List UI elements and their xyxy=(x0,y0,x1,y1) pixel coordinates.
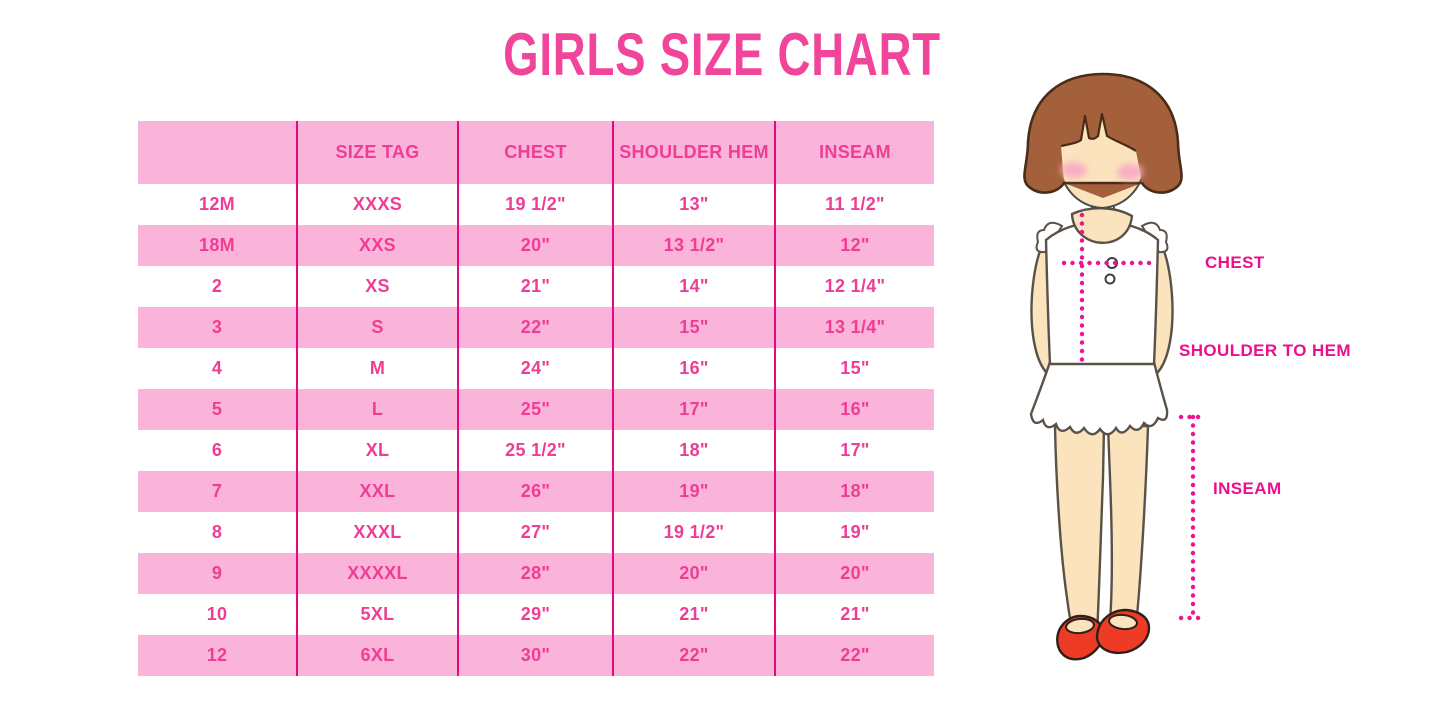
table-row: 8 XXXL 27" 19 1/2" 19" xyxy=(138,512,934,553)
table-cell: 6XL xyxy=(296,635,458,676)
table-cell: 22" xyxy=(612,635,775,676)
table-row: 5 L 25" 17" 16" xyxy=(138,389,934,430)
table-cell: 17" xyxy=(612,389,775,430)
table-cell: 4 xyxy=(138,348,297,389)
column-header xyxy=(138,121,297,184)
table-cell: 6 xyxy=(138,430,297,471)
table-cell: 15" xyxy=(774,348,934,389)
table-cell: 19" xyxy=(774,512,934,553)
legs xyxy=(1053,424,1150,636)
table-cell: 10 xyxy=(138,594,297,635)
table-row: 9 XXXXL 28" 20" 20" xyxy=(138,553,934,594)
table-cell: 14" xyxy=(612,266,775,307)
table-cell: XXS xyxy=(296,225,458,266)
table-cell: 20" xyxy=(774,553,934,594)
table-cell: 16" xyxy=(774,389,934,430)
table-row: 4 M 24" 16" 15" xyxy=(138,348,934,389)
table-cell: 7 xyxy=(138,471,297,512)
table-cell: 13" xyxy=(612,184,775,225)
table-cell: 2 xyxy=(138,266,297,307)
table-cell: XXXS xyxy=(296,184,458,225)
table-row: 10 5XL 29" 21" 21" xyxy=(138,594,934,635)
table-cell: 25" xyxy=(457,389,613,430)
table-row: 6 XL 25 1/2" 18" 17" xyxy=(138,430,934,471)
table-cell: L xyxy=(296,389,458,430)
table-cell: M xyxy=(296,348,458,389)
header-row: SIZE TAG CHEST SHOULDER HEM INSEAM xyxy=(138,121,934,184)
table-row: 18M XXS 20" 13 1/2" 12" xyxy=(138,225,934,266)
table-cell: XXL xyxy=(296,471,458,512)
table-cell: 28" xyxy=(457,553,613,594)
page-title: GIRLS SIZE CHART xyxy=(0,24,1445,86)
chest-label: CHEST xyxy=(1205,253,1265,272)
table-cell: 21" xyxy=(612,594,775,635)
table-cell: 13 1/4" xyxy=(774,307,934,348)
skirt xyxy=(1029,360,1169,436)
table-cell: 24" xyxy=(457,348,613,389)
table-header: SIZE TAG CHEST SHOULDER HEM INSEAM xyxy=(138,121,934,184)
table-cell: 19 1/2" xyxy=(612,512,775,553)
table-cell: 16" xyxy=(612,348,775,389)
table-cell: 25 1/2" xyxy=(457,430,613,471)
table-cell: XL xyxy=(296,430,458,471)
table-cell: 8 xyxy=(138,512,297,553)
girl-measurement-illustration xyxy=(1023,72,1207,661)
table-body: 12M XXXS 19 1/2" 13" 11 1/2" 18M XXS 20" 13 1/2"… xyxy=(138,184,934,676)
table-cell: 15" xyxy=(612,307,775,348)
table-cell: 18" xyxy=(774,471,934,512)
table-cell: 19" xyxy=(612,471,775,512)
neckline-scoop xyxy=(1070,207,1134,244)
table-cell: 12M xyxy=(138,184,297,225)
table-cell: 30" xyxy=(457,635,613,676)
table-cell: 17" xyxy=(774,430,934,471)
shoulder-to-hem-label: SHOULDER TO HEM xyxy=(1179,341,1351,360)
table-cell: 11 1/2" xyxy=(774,184,934,225)
table-cell: XS xyxy=(296,266,458,307)
table-cell: 18M xyxy=(138,225,297,266)
table-cell: 12 xyxy=(138,635,297,676)
table-cell: S xyxy=(296,307,458,348)
table-row: 7 XXL 26" 19" 18" xyxy=(138,471,934,512)
column-header: CHEST xyxy=(457,121,613,184)
table-cell: 12 1/4" xyxy=(774,266,934,307)
table-cell: 29" xyxy=(457,594,613,635)
table-row: 12M XXXS 19 1/2" 13" 11 1/2" xyxy=(138,184,934,225)
table-cell: 21" xyxy=(774,594,934,635)
hair xyxy=(1023,72,1183,198)
table-cell: XXXXL xyxy=(296,553,458,594)
table-cell: 9 xyxy=(138,553,297,594)
table-cell: 12" xyxy=(774,225,934,266)
table-cell: 21" xyxy=(457,266,613,307)
table-cell: 22" xyxy=(457,307,613,348)
table-cell: 5 xyxy=(138,389,297,430)
size-chart-table: SIZE TAG CHEST SHOULDER HEM INSEAM 12M XXXS 1… xyxy=(138,121,934,676)
table-cell: 18" xyxy=(612,430,775,471)
table-cell: 3 xyxy=(138,307,297,348)
page-title-text: GIRLS SIZE CHART xyxy=(503,21,942,88)
table-cell: 20" xyxy=(457,225,613,266)
table-row: 12 6XL 30" 22" 22" xyxy=(138,635,934,676)
table-cell: 27" xyxy=(457,512,613,553)
table-cell: 13 1/2" xyxy=(612,225,775,266)
table-cell: 22" xyxy=(774,635,934,676)
cheek-blush xyxy=(1061,162,1143,180)
column-header: SHOULDER HEM xyxy=(612,121,775,184)
table-cell: XXXL xyxy=(296,512,458,553)
table-row: 2 XS 21" 14" 12 1/4" xyxy=(138,266,934,307)
table-cell: 19 1/2" xyxy=(457,184,613,225)
red-shoes xyxy=(1056,608,1151,661)
column-header: SIZE TAG xyxy=(296,121,458,184)
table-row: 3 S 22" 15" 13 1/4" xyxy=(138,307,934,348)
table-cell: 5XL xyxy=(296,594,458,635)
column-header: INSEAM xyxy=(774,121,934,184)
table-cell: 26" xyxy=(457,471,613,512)
table-cell: 20" xyxy=(612,553,775,594)
inseam-label: INSEAM xyxy=(1213,479,1282,498)
